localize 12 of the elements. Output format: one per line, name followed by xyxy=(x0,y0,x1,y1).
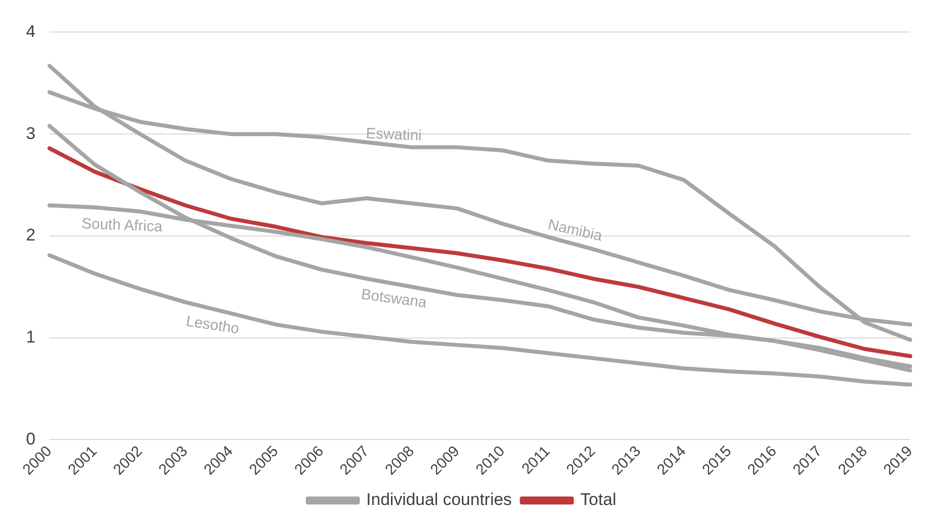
y-tick-label: 3 xyxy=(26,124,36,143)
y-tick-label: 1 xyxy=(26,327,36,346)
y-tick-label: 0 xyxy=(26,429,36,448)
annotation: Eswatini xyxy=(366,125,422,144)
annotation: Lesotho xyxy=(184,312,240,338)
y-tick-label: 4 xyxy=(26,22,36,41)
annotation: Namibia xyxy=(546,216,604,245)
y-tick-label: 2 xyxy=(26,226,36,245)
legend-label: Individual countries xyxy=(366,490,512,510)
annotation: South Africa xyxy=(81,215,164,236)
annotation: Botswana xyxy=(360,286,428,312)
legend-label: Total xyxy=(580,490,616,510)
